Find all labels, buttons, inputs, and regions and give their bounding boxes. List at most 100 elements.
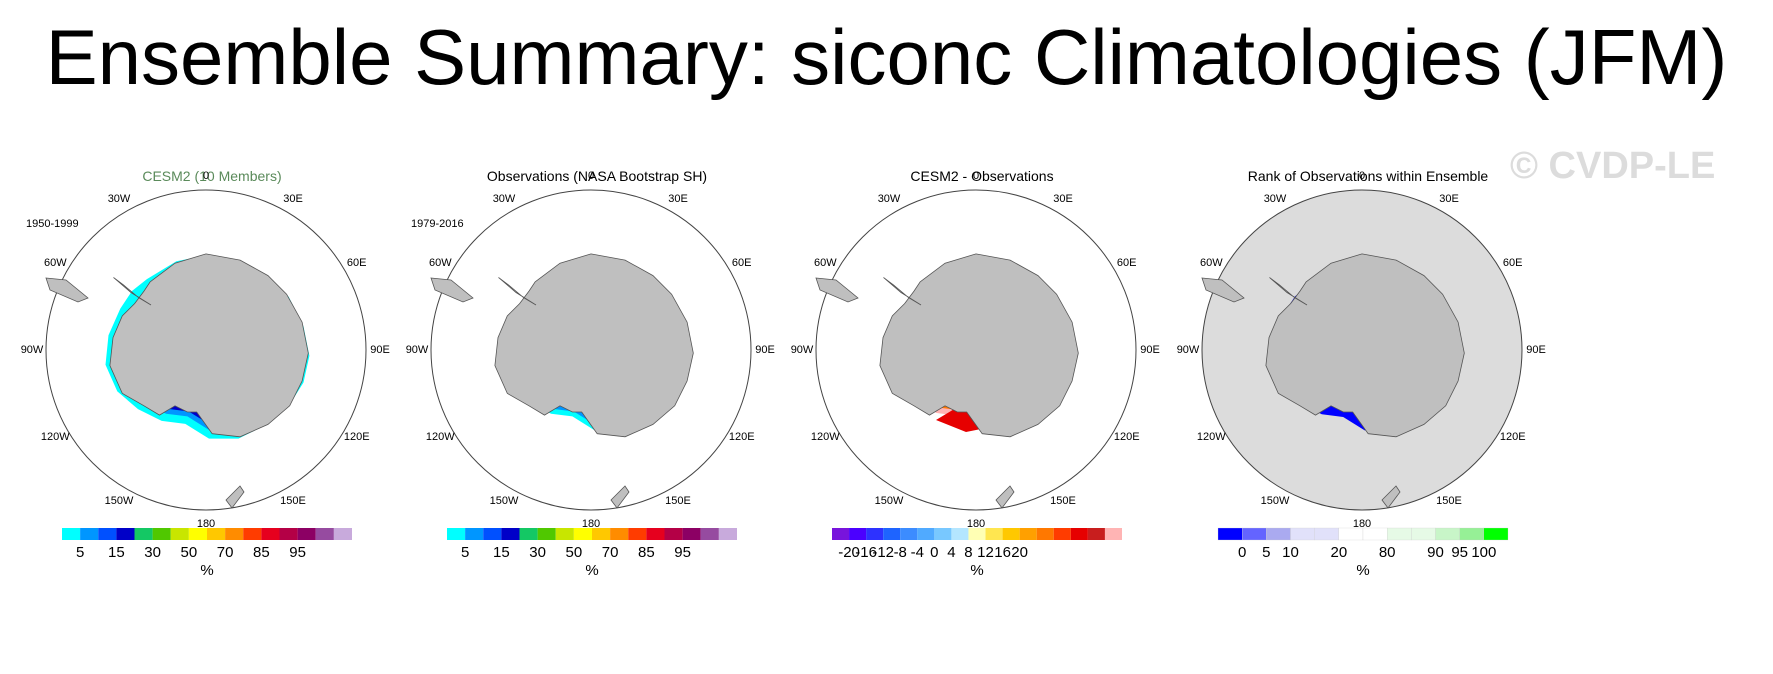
longitude-label: 0	[587, 170, 595, 182]
panel-rank: Rank of Observations within Ensemble 0 30…	[1158, 160, 1578, 670]
colorbar-tick-label: 5	[1262, 544, 1271, 561]
south-america-land	[45, 277, 89, 303]
colorbar-box	[1483, 527, 1509, 541]
colorbar-tick-label: -16	[855, 544, 877, 561]
longitude-label: 0	[202, 170, 210, 182]
panel-title: CESM2 (10 Members)	[142, 168, 282, 184]
longitude-label: 60E	[731, 257, 752, 269]
colorbar-box	[483, 528, 502, 540]
colorbar-box	[1036, 528, 1054, 540]
longitude-label: 150W	[104, 494, 134, 507]
longitude-label: 60E	[1116, 257, 1137, 269]
south-america-land	[815, 277, 859, 303]
colorbar-box	[985, 528, 1003, 540]
colorbar-box	[646, 528, 665, 540]
colorbar-tick-label: 95	[289, 544, 306, 561]
colorbar-box	[225, 528, 244, 540]
colorbar-tick-label: 85	[638, 544, 655, 561]
longitude-label: 30W	[877, 193, 901, 206]
south-america-land	[430, 277, 474, 303]
colorbar-box	[1019, 528, 1037, 540]
longitude-label: 120E	[1499, 431, 1526, 443]
polar-map	[430, 189, 752, 540]
longitude-label: 150W	[1260, 494, 1290, 507]
longitude-label: 90E	[370, 344, 390, 356]
longitude-label: 120W	[1196, 431, 1226, 443]
polar-map	[45, 189, 367, 540]
new-zealand-land	[610, 485, 630, 509]
colorbar-tick-label: 30	[529, 544, 546, 561]
colorbar-tick-label: 4	[947, 544, 956, 561]
colorbar-unit: %	[200, 562, 214, 579]
colorbar-tick-label: -8	[893, 544, 907, 561]
colorbar-tick-label: 70	[601, 544, 619, 561]
colorbar-box	[664, 528, 683, 540]
colorbar-tick-label: 5	[75, 544, 85, 561]
longitude-label: 30E	[283, 193, 303, 206]
colorbar-box	[261, 528, 280, 540]
colorbar-box	[555, 528, 574, 540]
antarctic-peninsula	[113, 277, 152, 306]
colorbar-box	[116, 528, 135, 540]
colorbar-box	[519, 528, 538, 540]
longitude-label: 120W	[40, 431, 70, 443]
colorbar-tick-label: 95	[674, 544, 691, 561]
longitude-label: 180	[966, 518, 986, 530]
colorbar-tick-label: 30	[144, 544, 161, 561]
watermark: © CVDP-LE	[1510, 145, 1716, 187]
longitude-label: 90E	[1526, 344, 1546, 356]
colorbar-tick-label: -20	[838, 544, 860, 561]
colorbar-tick-label: 10	[1282, 544, 1299, 561]
longitude-label: 180	[1352, 518, 1372, 530]
longitude-label: 120E	[343, 431, 370, 443]
colorbar-tick-label: 85	[253, 544, 270, 561]
panel-title: Observations (NASA Bootstrap SH)	[486, 168, 708, 184]
colorbar-box	[1290, 527, 1315, 541]
colorbar-box	[1070, 528, 1088, 540]
new-zealand-land	[995, 485, 1015, 509]
panel-observations-climatology: Observations (NASA Bootstrap SH) 1979-20…	[387, 160, 807, 670]
longitude-label: 150E	[665, 494, 691, 507]
colorbar-box	[1104, 528, 1122, 540]
colorbar-tick-label: 95	[1451, 544, 1468, 561]
colorbar-tick-label: 0	[1237, 544, 1247, 561]
colorbar-unit: %	[585, 562, 599, 579]
longitude-label: 120W	[810, 431, 840, 443]
colorbar-box	[1459, 527, 1484, 541]
longitude-label: 30W	[107, 193, 131, 206]
longitude-label: 60W	[813, 257, 837, 269]
colorbar-box	[917, 528, 935, 540]
longitude-label: 90W	[790, 344, 814, 356]
colorbar-tick-label: 15	[493, 544, 510, 561]
longitude-label: 150E	[1436, 494, 1462, 507]
colorbar-box	[98, 528, 117, 540]
page-title: Ensemble Summary: siconc Climatologies (…	[45, 13, 1728, 101]
colorbar-tick-label: 90	[1427, 544, 1444, 561]
colorbar-box	[610, 528, 629, 540]
antarctic-peninsula	[498, 277, 537, 306]
panel-difference: CESM2 - Observations 0 30E 60E 90E 120E 150E 1…	[772, 160, 1192, 670]
antarctica-land	[109, 253, 309, 438]
colorbar-box	[170, 528, 189, 540]
colorbar-box	[537, 528, 556, 540]
longitude-label: 150E	[280, 494, 306, 507]
colorbar-box	[832, 528, 850, 540]
panel-title: Rank of Observations within Ensemble	[1247, 168, 1489, 184]
colorbar-box	[315, 528, 334, 540]
colorbar-box	[700, 528, 719, 540]
period-label: 1979-2016	[411, 218, 464, 230]
polar-map	[1201, 189, 1523, 541]
colorbar-box	[951, 528, 969, 540]
colorbar-box	[465, 528, 484, 540]
colorbar-tick-label: 70	[216, 544, 234, 561]
colorbar-box	[207, 528, 226, 540]
colorbar-tick-label: 20	[1011, 544, 1028, 561]
panel-title: CESM2 - Observations	[910, 168, 1054, 184]
colorbar-tick-label: 20	[1330, 544, 1348, 561]
colorbar-box	[1242, 527, 1267, 541]
south-america-land	[1201, 277, 1245, 303]
panel-cesm2-climatology: CESM2 (10 Members) 1950-1999 0 30E 60E 90E 1…	[2, 160, 422, 670]
longitude-label: 60W	[43, 257, 67, 269]
longitude-label: 180	[581, 518, 601, 530]
colorbar-tick-label: -4	[910, 544, 924, 561]
